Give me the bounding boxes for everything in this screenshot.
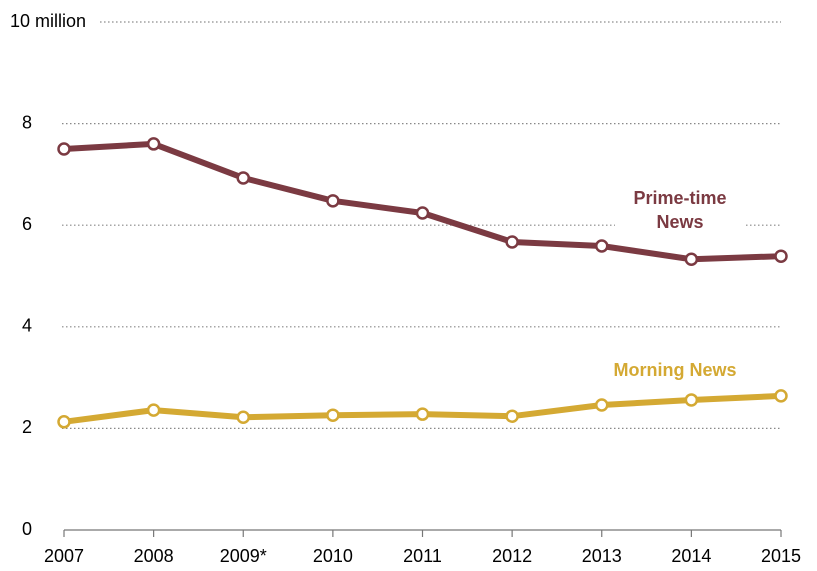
data-point xyxy=(326,408,340,422)
data-point xyxy=(684,393,699,407)
x-tick-label: 2010 xyxy=(313,546,353,566)
x-tick-label: 2008 xyxy=(134,546,174,566)
data-point xyxy=(326,194,340,208)
data-point xyxy=(236,171,250,185)
y-tick-label: 6 xyxy=(22,214,32,234)
x-tick-label: 2015 xyxy=(761,546,801,566)
data-point xyxy=(684,252,699,266)
data-point xyxy=(595,398,609,412)
data-point xyxy=(505,409,519,423)
data-point xyxy=(236,410,250,424)
data-point xyxy=(774,389,788,403)
x-tick-label: 2009* xyxy=(220,546,267,566)
y-tick-label: 8 xyxy=(22,112,32,132)
data-point xyxy=(146,403,161,417)
data-point xyxy=(505,235,519,249)
x-tick-label: 2012 xyxy=(492,546,532,566)
y-tick-label: 4 xyxy=(22,316,32,336)
series-label-box: Prime-time News xyxy=(615,186,745,234)
data-point xyxy=(595,239,609,253)
series-label: Prime-time News xyxy=(615,186,745,234)
y-tick-label: 2 xyxy=(22,417,32,437)
data-point xyxy=(57,415,71,429)
y-tick-label: 10 million xyxy=(10,11,86,31)
y-tick-label: 0 xyxy=(22,519,32,539)
data-point xyxy=(57,142,71,156)
data-point xyxy=(146,137,161,151)
x-tick-label: 2013 xyxy=(582,546,622,566)
data-point xyxy=(415,206,430,220)
x-tick-label: 2014 xyxy=(671,546,711,566)
x-tick-label: 2007 xyxy=(44,546,84,566)
data-point xyxy=(415,407,430,421)
data-point xyxy=(774,249,788,263)
x-tick-label: 2011 xyxy=(403,546,442,566)
series-label-box: Morning News xyxy=(590,358,760,382)
series-label: Morning News xyxy=(590,358,760,382)
